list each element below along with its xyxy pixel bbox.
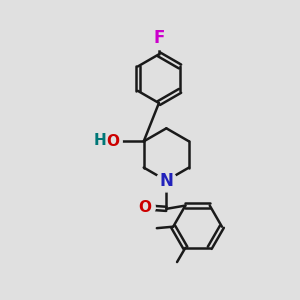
Text: F: F [153, 29, 165, 47]
Text: N: N [159, 172, 173, 190]
Text: O: O [106, 134, 119, 149]
Text: •: • [91, 140, 92, 141]
Text: O: O [138, 200, 152, 215]
Text: H: H [94, 133, 106, 148]
